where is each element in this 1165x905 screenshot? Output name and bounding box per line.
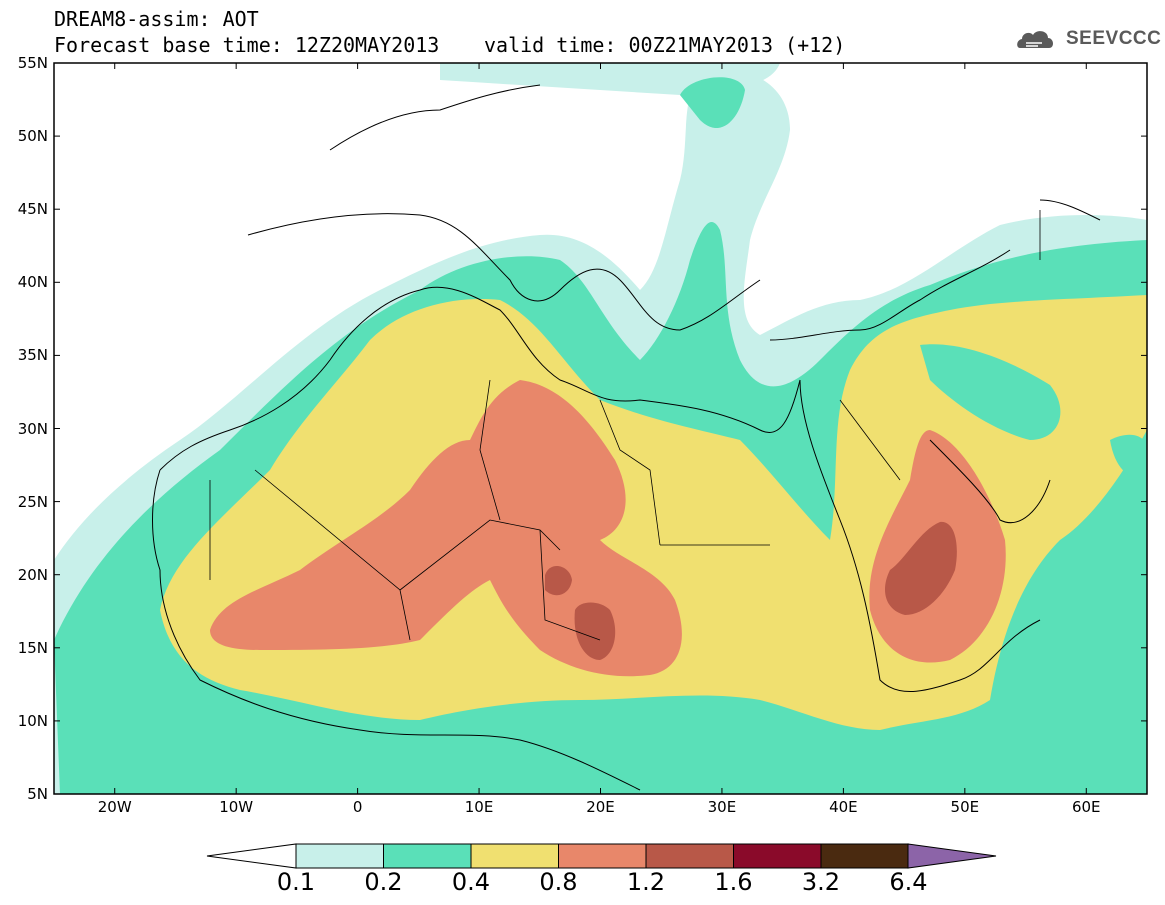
aot-field <box>54 63 1147 794</box>
lat-label-10N: 10N <box>17 711 48 730</box>
lon-label-20W: 20W <box>97 798 132 816</box>
lat-label-20N: 20N <box>17 565 48 584</box>
colorbar-over-arrow <box>907 843 997 869</box>
colorbar-label: 3.2 <box>801 868 841 896</box>
country-borders <box>209 210 1041 641</box>
lat-label-55N: 55N <box>17 54 48 72</box>
lat-label-45N: 45N <box>17 200 48 219</box>
aot-contour-1.2-arabia <box>885 521 957 615</box>
colorbar-label: 0.4 <box>451 868 491 896</box>
colorbar-under-arrow <box>206 843 297 869</box>
colorbar-box <box>733 843 822 869</box>
colorbar-box <box>470 843 559 869</box>
map-title: DREAM8-assim: AOT <box>54 7 259 31</box>
lon-label-0: 0 <box>352 798 363 816</box>
lon-label-20E: 20E <box>586 798 615 816</box>
colorbar-label: 6.4 <box>889 868 928 896</box>
colorbar <box>206 843 997 869</box>
axis-ticks <box>54 62 1147 795</box>
colorbar-label: 1.6 <box>714 868 753 896</box>
lat-label-50N: 50N <box>17 127 48 146</box>
colorbar-boxes <box>295 843 909 869</box>
coastlines <box>152 84 1101 791</box>
lon-label-60E: 60E <box>1071 798 1101 816</box>
lat-label-25N: 25N <box>17 492 48 511</box>
aot-contour-1.2 <box>574 602 616 660</box>
lon-label-10W: 10W <box>219 798 254 816</box>
colorbar-label: 0.8 <box>539 868 578 896</box>
lat-label-30N: 30N <box>17 419 48 438</box>
colorbar-box <box>645 843 734 869</box>
logo-text: SEEVCCC <box>1066 28 1162 49</box>
lat-label-35N: 35N <box>17 346 48 365</box>
colorbar-box <box>820 843 909 869</box>
colorbar-box <box>295 843 384 869</box>
colorbar-box <box>383 843 472 869</box>
base-time-label: Forecast base time: 12Z20MAY2013 <box>54 33 440 57</box>
lon-label-10E: 10E <box>464 798 494 816</box>
cloud-logo-icon <box>1017 31 1054 48</box>
lon-label-40E: 40E <box>829 798 858 816</box>
lon-label-50E: 50E <box>950 798 980 816</box>
colorbar-label: 1.2 <box>626 868 666 896</box>
colorbar-label: 0.2 <box>364 868 403 896</box>
lat-label-15N: 15N <box>17 638 48 657</box>
aot-contour-0.8 <box>210 380 682 677</box>
lat-label-40N: 40N <box>17 273 48 292</box>
lat-label-5N: 5N <box>27 785 48 803</box>
colorbar-box <box>558 843 647 869</box>
lon-label-30E: 30E <box>707 798 737 816</box>
colorbar-label: 0.1 <box>276 868 316 896</box>
valid-time-label: valid time: 00Z21MAY2013 (+12) <box>484 33 846 57</box>
